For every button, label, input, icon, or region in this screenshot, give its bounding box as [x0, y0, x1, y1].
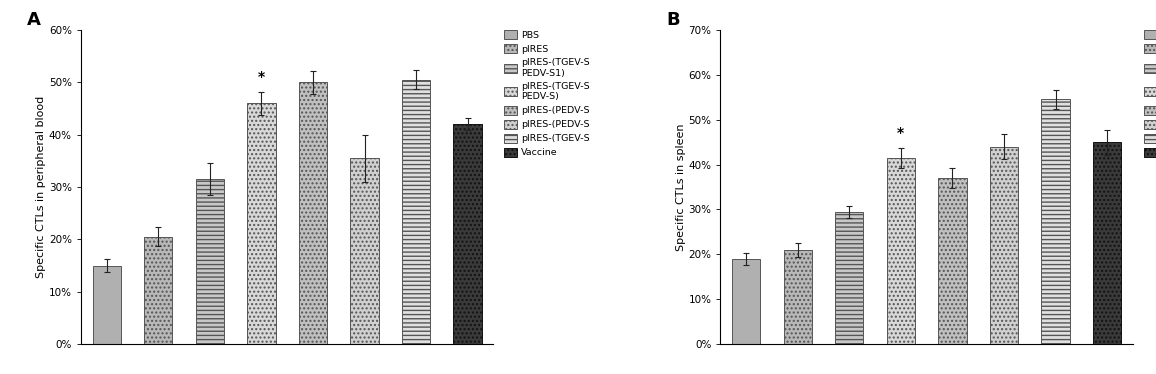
Legend: PBS, pIRES, pIRES-(TGEV-S1-
PEDV-S1), pIRES-(TGEV-S1-
PEDV-S), pIRES-(PEDV-S1), : PBS, pIRES, pIRES-(TGEV-S1- PEDV-S1), pI… [1142, 28, 1156, 159]
Bar [195, 179, 224, 344]
Bar [887, 158, 916, 344]
Text: B: B [667, 11, 681, 29]
Bar [247, 103, 275, 344]
Text: A: A [28, 11, 42, 29]
Bar [92, 266, 121, 344]
Bar [732, 259, 761, 344]
Bar [835, 212, 864, 344]
Bar [402, 80, 430, 344]
Text: *: * [258, 70, 265, 84]
Bar [990, 147, 1018, 344]
Bar [453, 124, 482, 344]
Y-axis label: Specific CTLs in spleen: Specific CTLs in spleen [675, 123, 686, 251]
Bar [298, 82, 327, 344]
Bar [939, 178, 966, 344]
Bar [784, 250, 812, 344]
Y-axis label: Specific CTLs in peripheral blood: Specific CTLs in peripheral blood [36, 96, 46, 278]
Bar [1092, 142, 1121, 344]
Legend: PBS, pIRES, pIRES-(TGEV-S
PEDV-S1), pIRES-(TGEV-S
PEDV-S), pIRES-(PEDV-S, pIRES-: PBS, pIRES, pIRES-(TGEV-S PEDV-S1), pIRE… [503, 28, 592, 159]
Bar [144, 237, 172, 344]
Bar [1042, 99, 1069, 344]
Bar [350, 158, 379, 344]
Text: *: * [897, 126, 904, 140]
